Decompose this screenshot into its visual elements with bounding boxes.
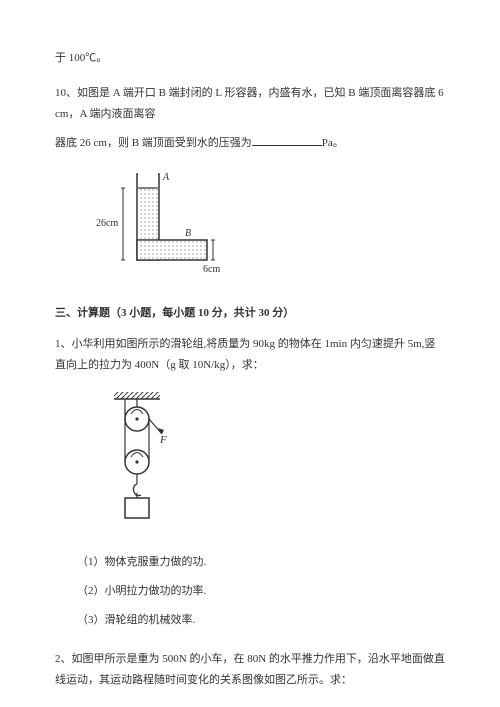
question-10-line2: 器底 26 cm，则 B 端顶面受到水的压强为 Pa。 — [55, 133, 445, 154]
q10-text-a: 10、如图是 A 端开口 B 端封闭的 L 形容器，内盛有水，已知 B 端顶面离… — [55, 87, 444, 120]
section-3-title: 三、计算题（3 小题，每小题 10 分，共计 30 分） — [55, 303, 445, 324]
label-26cm: 26cm — [96, 218, 118, 229]
figure-pulley: F — [110, 390, 445, 538]
pulley-svg: F — [110, 390, 180, 530]
q10-blank — [252, 134, 322, 146]
s3-q1: 1、小华利用如图所示的滑轮组,将质量为 90kg 的物体在 1min 内匀速提升… — [55, 334, 445, 376]
q10-unit: Pa。 — [322, 137, 344, 149]
label-f: F — [159, 434, 167, 446]
s3-q1-sub1: （1）物体克服重力做的功. — [77, 552, 445, 573]
label-b: B — [185, 228, 191, 239]
label-a: A — [162, 172, 170, 183]
lshape-svg: A B 26cm 6cm — [95, 168, 225, 278]
s3-q1-sub2: （2）小明拉力做功的功率. — [77, 581, 445, 602]
s3-q1-sub3: （3）滑轮组的机械效率. — [77, 610, 445, 631]
question-10: 10、如图是 A 端开口 B 端封闭的 L 形容器，内盛有水，已知 B 端顶面离… — [55, 83, 445, 125]
s3-q2: 2、如图甲所示是重为 500N 的小车，在 80N 的水平推力作用下，沿水平地面… — [55, 649, 445, 691]
intro-fragment: 于 100℃。 — [55, 48, 445, 69]
q10-text-b: 器底 26 cm，则 B 端顶面受到水的压强为 — [55, 137, 252, 149]
label-6cm: 6cm — [203, 264, 220, 275]
figure-lshape-container: A B 26cm 6cm — [95, 168, 445, 286]
